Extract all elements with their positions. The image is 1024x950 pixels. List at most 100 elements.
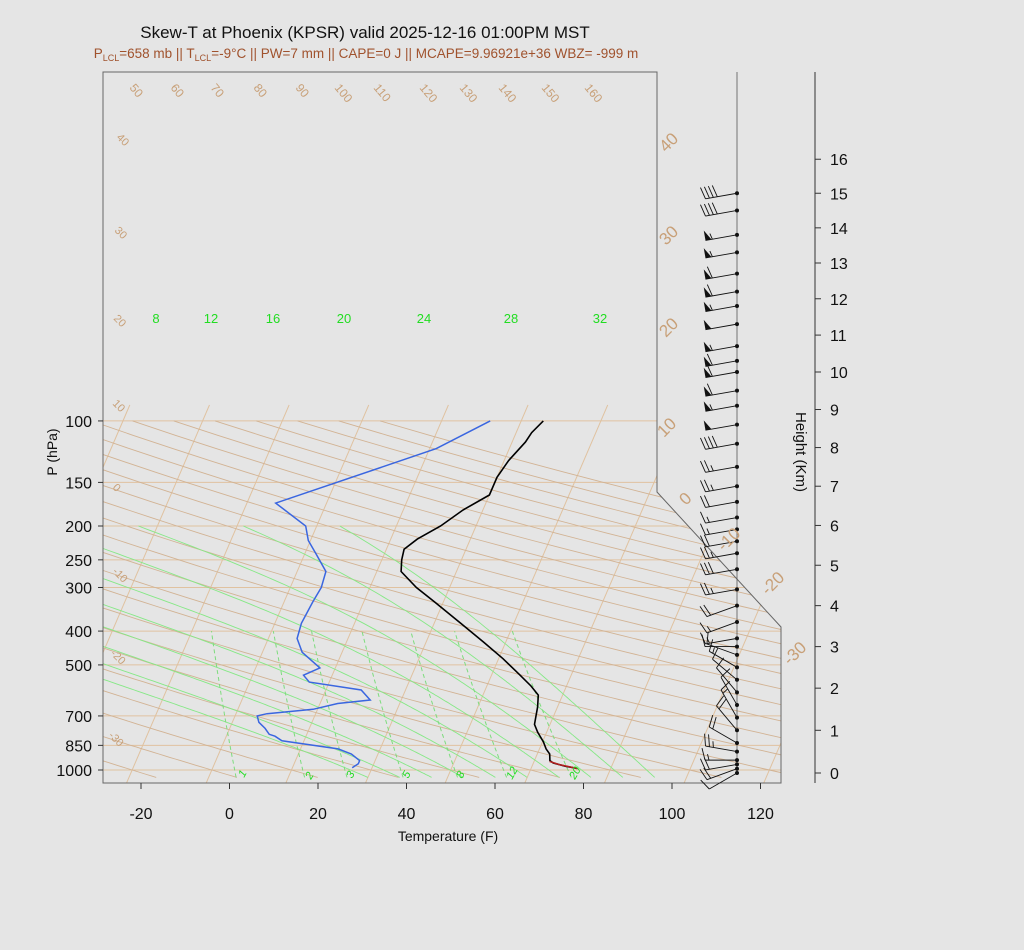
wind-barb-feather [707, 561, 714, 574]
wind-barb-flag [703, 301, 712, 312]
wind-barb [700, 202, 739, 217]
mixing-ratio-line [511, 630, 572, 778]
height-tick-label: 4 [830, 599, 839, 616]
wind-barb-feather [703, 546, 710, 559]
isotherm-line [125, 404, 290, 783]
wind-barb-half-feather [710, 465, 714, 472]
wind-barb-feather [708, 715, 714, 728]
background-grid [103, 404, 781, 783]
wind-barb-shaft [706, 605, 738, 618]
height-tick-label: 1 [830, 723, 839, 740]
mixing-ratio-line [361, 630, 404, 778]
profile-lines [256, 420, 578, 770]
dry-adiabat-line [103, 420, 781, 778]
wind-barb-half-feather [706, 528, 710, 535]
wind-barb-half-feather [706, 626, 712, 632]
wind-barb-half-feather [706, 637, 710, 644]
wind-barb-shaft [705, 552, 738, 560]
wind-barb [700, 495, 739, 508]
wind-barb-feather [700, 495, 706, 508]
moist-adiabat-label: 16 [266, 311, 280, 326]
wind-barb [720, 668, 739, 707]
wind-barb [703, 383, 739, 397]
wind-barb-feather [718, 698, 727, 710]
wind-barb-feather [700, 187, 706, 199]
wind-barb-half-feather [710, 484, 714, 491]
wind-barb-shaft [705, 345, 738, 353]
wind-barb [716, 657, 739, 695]
wind-barb-flag [703, 230, 712, 241]
mixing-ratio-line [410, 630, 458, 778]
wind-barb [700, 435, 739, 450]
moist-adiabat-line [103, 525, 528, 778]
wind-barb-shaft [705, 763, 738, 771]
wind-barb-shaft [706, 621, 738, 634]
wind-barb-feather [720, 668, 731, 678]
wind-barb-half-feather [722, 688, 728, 694]
wind-barb [703, 266, 739, 280]
wind-barb-feather [700, 632, 706, 645]
dry-adiabat-line [103, 420, 781, 778]
height-tick-label: 14 [830, 221, 848, 238]
wind-barb [703, 248, 739, 259]
height-tick-label: 6 [830, 518, 839, 535]
wind-barb-feather [703, 203, 710, 216]
dry-adiabat-line [103, 420, 722, 778]
dry-adiabat-line [103, 420, 781, 778]
wind-barb-shaft [705, 528, 738, 536]
wind-barb [703, 401, 739, 412]
wind-barb-half-feather [710, 587, 714, 594]
wind-barb-shaft [706, 768, 738, 781]
pressure-tick-label: 1000 [56, 763, 92, 780]
wind-barb-feather [700, 535, 706, 548]
mixing-ratio-line [272, 631, 306, 778]
pressure-tick-label: 250 [65, 553, 92, 570]
wind-barb-shaft [712, 658, 738, 681]
wind-barb-shaft [705, 234, 738, 241]
wind-barb-feather [700, 460, 706, 473]
height-tick-label: 8 [830, 441, 839, 458]
wind-barb-feather [699, 769, 708, 780]
wind-barb-feather [703, 534, 710, 547]
chart-title: Skew-T at Phoenix (KPSR) valid 2025-12-1… [140, 23, 589, 42]
dry-adiabat-line [103, 420, 781, 778]
wind-barb [700, 546, 739, 560]
dry-adiabat-line [173, 420, 781, 778]
wind-barb-shaft [705, 360, 738, 367]
wind-barb [700, 185, 739, 200]
dry-adiabat-line [103, 420, 781, 778]
wind-barb-feather [703, 562, 710, 575]
moist-adiabat-label: 20 [337, 311, 351, 326]
temperature-tick-label: 120 [747, 806, 774, 823]
wind-barb [703, 364, 739, 378]
wind-barb [703, 301, 739, 312]
temperature-tick-label: 20 [309, 806, 327, 823]
wind-barb [703, 420, 739, 431]
wind-barb [700, 534, 739, 548]
wind-barb-shaft [706, 643, 738, 656]
wind-barb-shaft [705, 588, 738, 596]
wind-barb-feather [700, 758, 706, 771]
height-tick-label: 16 [830, 152, 848, 169]
wind-barb-flag [703, 269, 712, 280]
wind-barb [703, 284, 739, 298]
wind-barb [701, 634, 739, 649]
wind-barbs [699, 185, 739, 790]
temperature-line [400, 420, 578, 770]
wind-barb-feather [700, 583, 706, 596]
wind-barb-shaft [716, 667, 738, 693]
temperature-tick-label: 40 [398, 806, 416, 823]
wind-barb-half-feather [710, 551, 714, 558]
temperature-tick-label: 0 [225, 806, 234, 823]
moist-adiabat-label: 8 [152, 311, 159, 326]
wind-barb [703, 319, 739, 331]
wind-barb-shaft [720, 689, 738, 718]
dry-adiabat-line [103, 420, 781, 778]
wind-barb [703, 353, 739, 367]
moist-adiabat-label: 24 [417, 311, 431, 326]
dry-adiabat-line [103, 420, 781, 778]
wind-barb-half-feather [709, 304, 713, 311]
wind-barb-half-feather [709, 404, 713, 411]
